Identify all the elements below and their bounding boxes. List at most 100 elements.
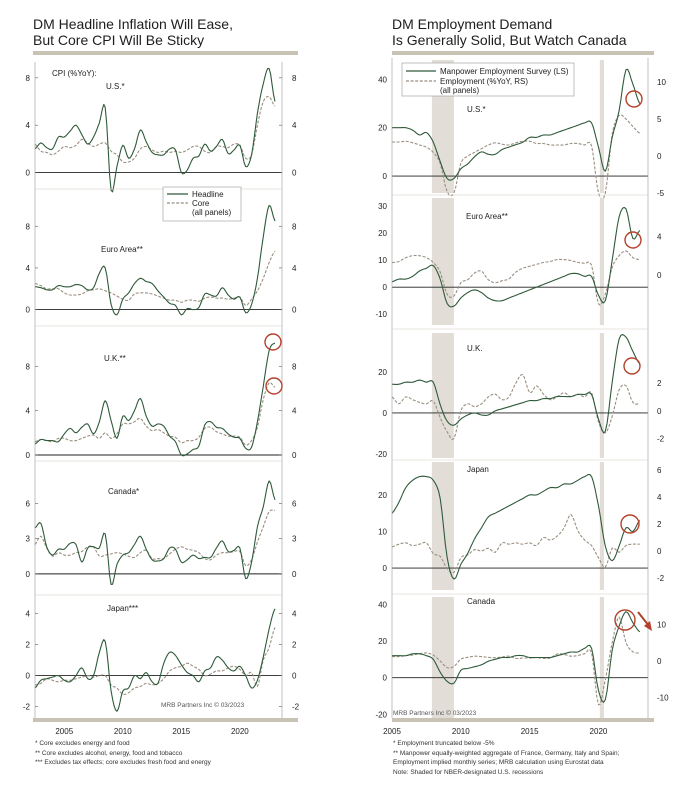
euro-highlight-circle [624,231,642,249]
recession-shade-uk-1 [599,333,604,458]
y-tick-right-euro-area-0: 0 [292,306,297,315]
series-core-us [34,95,276,164]
left-title-line-1: DM Headline Inflation Will Ease, [33,16,233,32]
y-tick-ls-us-20: 20 [378,124,387,133]
panel-label-uk: U.K.** [104,354,126,363]
y-tick-ls-canada-20: 20 [378,637,387,646]
japan-highlight-circle [620,514,640,534]
right-footnote-2: ** Manpower equally-weighted aggregate o… [393,749,620,757]
recession-shade-uk-0 [431,333,454,458]
y-tick-left-us-0: 0 [26,169,31,178]
panel-label-right-uk: U.K. [467,344,483,353]
series-employment-japan [391,513,640,574]
y-tick-right-canada-3: 3 [292,535,297,544]
series-headline-japan [34,608,276,712]
y-tick-ls-canada-40: 40 [378,600,387,609]
legend-core-note: (all panels) [192,208,231,217]
y-tick-rs-japan-0: 0 [657,547,662,556]
panel-label-japan: Japan*** [107,604,138,613]
x-tick-left-2005: 2005 [55,727,73,736]
y-tick-right-uk-0: 0 [292,451,297,460]
y-tick-right-japan--2: -2 [292,703,300,712]
panel-label-right-euro-area: Euro Area** [466,212,508,221]
y-tick-left-canada-0: 0 [26,570,31,579]
y-tick-ls-canada--20: -20 [375,710,387,719]
y-tick-left-japan-2: 2 [26,641,31,650]
y-tick-right-us-4: 4 [292,121,297,130]
y-tick-ls-canada-0: 0 [383,674,388,683]
y-tick-left-euro-area-0: 0 [26,306,31,315]
y-tick-left-canada-6: 6 [26,499,31,508]
y-tick-left-us-4: 4 [26,121,31,130]
series-core-canada [34,509,276,567]
uk-emp-highlight-circle [623,357,641,375]
right-footnote-1: * Employment truncated below -5% [393,740,495,747]
recession-shade-us-1 [599,60,604,193]
y-tick-ls-uk-20: 20 [378,368,387,377]
y-tick-left-uk-0: 0 [26,451,31,460]
right-title-line-2: Is Generally Solid, But Watch Canada [392,32,627,48]
right-bottom-rule [392,718,654,722]
y-tick-left-japan-4: 4 [26,609,31,618]
y-tick-ls-uk-0: 0 [383,409,388,418]
canada-highlight-circle [614,609,636,631]
series-headline-euro-area [34,204,276,316]
series-employment-us [392,114,641,201]
y-tick-left-euro-area-8: 8 [26,222,31,231]
y-tick-rs-canada-10: 10 [657,620,666,629]
series-employment-canada [392,616,640,706]
uk-core-highlight-circle [265,377,283,395]
right-footnotes: * Employment truncated below -5% ** Manp… [393,739,619,777]
y-tick-rs-canada-0: 0 [657,657,662,666]
y-tick-right-japan-4: 4 [292,609,297,618]
y-tick-rs-euro-area-4: 4 [657,232,662,241]
y-tick-ls-us-40: 40 [378,75,387,84]
x-tick-right-2010: 2010 [452,727,470,736]
y-tick-right-canada-0: 0 [292,570,297,579]
uk-headline-highlight-circle [264,333,282,351]
series-core-uk [34,382,276,446]
left-footnote-1: * Core excludes energy and food [35,740,130,747]
us-highlight-circle [625,90,643,108]
series-employment-uk [391,374,640,440]
series-manpower-canada [392,611,641,703]
y-tick-left-euro-area-4: 4 [26,264,31,273]
y-tick-rs-japan--2: -2 [657,574,665,583]
left-footnotes: * Core excludes energy and food ** Core … [35,739,211,768]
y-tick-rs-uk-0: 0 [657,407,662,416]
x-tick-right-2005: 2005 [383,727,401,736]
left-legend-box [162,186,242,222]
series-manpower-euro-area [391,206,641,308]
y-tick-rs-uk-2: 2 [657,379,662,388]
left-footnote-3: *** Excludes tax effects; core excludes … [35,759,211,766]
x-tick-left-2020: 2020 [231,727,249,736]
right-footnote-4: Note: Shaded for NBER-designated U.S. re… [393,768,544,776]
y-tick-right-japan-2: 2 [292,641,297,650]
series-headline-uk [34,342,276,457]
legend-employment-label: Employment (%YoY, RS) [440,77,528,86]
left-title-rule [33,51,298,55]
series-employment-euro-area [391,250,640,306]
cpi-unit-label: CPI (%YoY): [52,69,97,78]
x-tick-right-2015: 2015 [521,727,539,736]
y-tick-right-euro-area-4: 4 [292,264,297,273]
y-tick-ls-uk--20: -20 [375,450,387,459]
series-headline-us [34,67,276,193]
y-tick-left-uk-4: 4 [26,407,31,416]
left-footnote-2: ** Core excludes alcohol, energy, food a… [35,749,183,757]
legend-manpower-label: Manpower Employment Survey (LS) [440,67,569,76]
series-headline-canada [34,480,276,586]
y-tick-ls-euro-area--10: -10 [375,310,387,319]
right-credit: MRB Partners Inc © 03/2023 [393,709,477,717]
y-tick-left-japan--2: -2 [23,703,31,712]
y-tick-right-canada-6: 6 [292,499,297,508]
canada-arrow-head [644,621,652,631]
y-tick-right-japan-0: 0 [292,672,297,681]
y-tick-left-us-8: 8 [26,74,31,83]
y-tick-rs-canada--10: -10 [657,694,669,703]
y-tick-left-uk-8: 8 [26,362,31,371]
y-tick-rs-us-5: 5 [657,115,662,124]
y-tick-right-us-0: 0 [292,169,297,178]
panel-label-right-us: U.S.* [467,105,486,114]
